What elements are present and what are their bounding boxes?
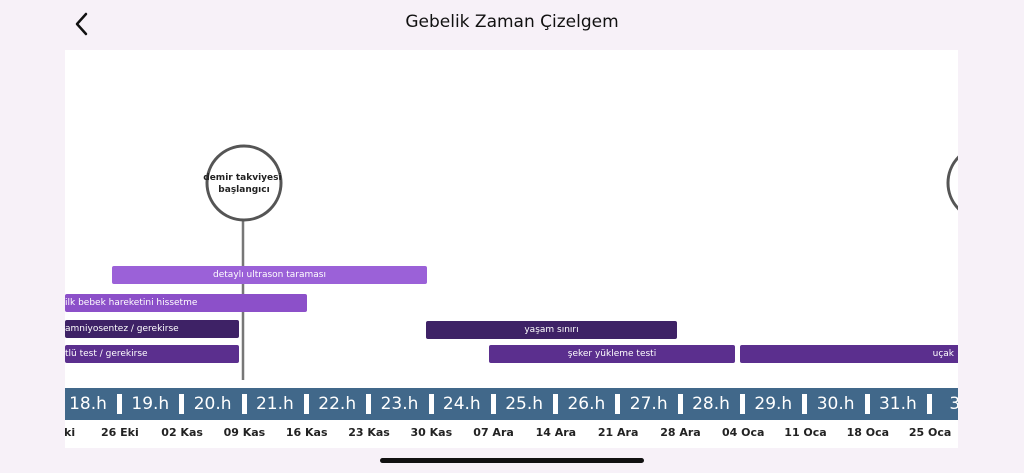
- date-label: 25 Oca: [908, 426, 952, 439]
- week-separator: [864, 394, 870, 414]
- week-label: 23.h: [380, 394, 419, 414]
- week-label: 22.h: [318, 394, 357, 414]
- week-separator: [802, 394, 808, 414]
- week-label: 30.h: [816, 394, 855, 414]
- week-separator: [241, 394, 247, 414]
- week-separator: [179, 394, 185, 414]
- date-label: ki: [65, 426, 76, 439]
- back-button[interactable]: [70, 10, 94, 38]
- week-label: 18.h: [69, 394, 107, 414]
- date-label: 09 Kas: [223, 426, 266, 439]
- date-label: 18 Oca: [846, 426, 890, 439]
- home-indicator: [380, 458, 644, 463]
- week-label: 20.h: [193, 394, 232, 414]
- week-separator: [303, 394, 309, 414]
- week-separator: [926, 394, 932, 414]
- week-label: 29.h: [754, 394, 793, 414]
- week-label: 27.h: [629, 394, 668, 414]
- date-label: 04 Oca: [722, 426, 765, 439]
- week-label: 31.h: [878, 394, 917, 414]
- milestone-label: demir takviyesi başlangıcı: [203, 173, 284, 195]
- date-label: 07 Ara: [473, 426, 514, 439]
- week-separator: [553, 394, 559, 414]
- week-separator: [677, 394, 683, 414]
- event-bar: şeker yükleme testi: [489, 345, 735, 363]
- date-label: 28 Ara: [660, 426, 701, 439]
- event-bar: uçak: [740, 345, 958, 363]
- week-separator: [117, 394, 122, 414]
- event-bar: detaylı ultrason taraması: [112, 266, 427, 284]
- week-separator: [740, 394, 745, 414]
- week-separator: [428, 394, 434, 414]
- date-label: 02 Kas: [161, 426, 203, 439]
- week-label: 26.h: [567, 394, 606, 414]
- page-title: Gebelik Zaman Çizelgem: [405, 12, 619, 32]
- week-label: 28.h: [692, 394, 730, 414]
- week-separator: [490, 394, 496, 414]
- event-bar: tlü test / gerekirse: [65, 345, 239, 363]
- date-label: 14 Ara: [535, 426, 577, 439]
- date-label: 11 Oca: [784, 426, 827, 439]
- event-bar: yaşam sınırı: [426, 321, 677, 339]
- milestone-line: başlangıcı: [218, 185, 269, 195]
- week-label: 24.h: [442, 394, 481, 414]
- timeline: demir takviyesi başlangıcı detaylı ultra…: [65, 50, 958, 448]
- week-label: 25.h: [505, 394, 543, 414]
- week-label: 21.h: [255, 394, 294, 414]
- event-bar: amniyosentez / gerekirse: [65, 320, 239, 338]
- week-label: 32: [949, 394, 958, 414]
- date-label: 21 Ara: [597, 426, 639, 439]
- timeline-graphics: demir takviyesi başlangıcı: [65, 144, 958, 420]
- date-label: 16 Kas: [285, 426, 328, 439]
- week-separator: [615, 394, 621, 414]
- date-label: 23 Kas: [348, 426, 390, 439]
- milestone-line: demir takviyesi: [203, 173, 281, 183]
- event-bar: ilk bebek hareketini hissetme: [65, 294, 307, 312]
- week-separator: [366, 394, 372, 414]
- date-label: 30 Kas: [410, 426, 453, 439]
- date-label: 26 Eki: [101, 426, 139, 439]
- week-label: 19.h: [131, 394, 170, 414]
